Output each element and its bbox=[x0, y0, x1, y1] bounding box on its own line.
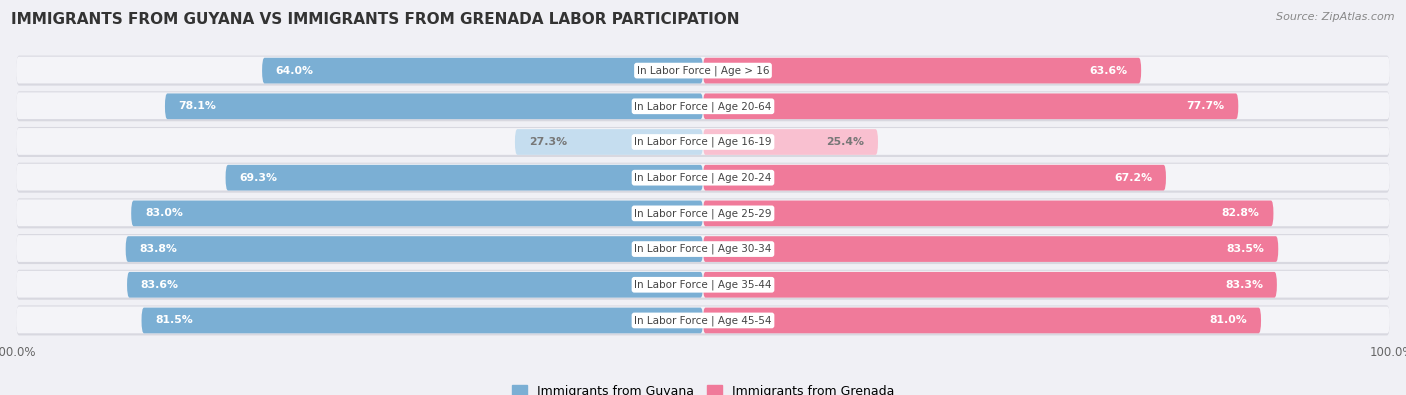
FancyBboxPatch shape bbox=[127, 272, 703, 297]
Text: 63.6%: 63.6% bbox=[1090, 66, 1128, 75]
Text: In Labor Force | Age 25-29: In Labor Force | Age 25-29 bbox=[634, 208, 772, 218]
Text: In Labor Force | Age 45-54: In Labor Force | Age 45-54 bbox=[634, 315, 772, 326]
FancyBboxPatch shape bbox=[15, 305, 1391, 335]
FancyBboxPatch shape bbox=[15, 307, 1391, 333]
FancyBboxPatch shape bbox=[225, 165, 703, 190]
Text: 78.1%: 78.1% bbox=[179, 101, 217, 111]
Text: In Labor Force | Age > 16: In Labor Force | Age > 16 bbox=[637, 65, 769, 76]
FancyBboxPatch shape bbox=[15, 235, 1391, 262]
FancyBboxPatch shape bbox=[15, 164, 1391, 190]
Legend: Immigrants from Guyana, Immigrants from Grenada: Immigrants from Guyana, Immigrants from … bbox=[508, 380, 898, 395]
FancyBboxPatch shape bbox=[15, 128, 1391, 155]
FancyBboxPatch shape bbox=[15, 92, 1391, 119]
Text: 69.3%: 69.3% bbox=[239, 173, 277, 182]
FancyBboxPatch shape bbox=[703, 201, 1274, 226]
Text: In Labor Force | Age 20-64: In Labor Force | Age 20-64 bbox=[634, 101, 772, 111]
Text: 83.3%: 83.3% bbox=[1225, 280, 1263, 290]
Text: 83.0%: 83.0% bbox=[145, 209, 183, 218]
FancyBboxPatch shape bbox=[703, 94, 1239, 119]
FancyBboxPatch shape bbox=[262, 58, 703, 83]
Text: Source: ZipAtlas.com: Source: ZipAtlas.com bbox=[1277, 12, 1395, 22]
Text: 67.2%: 67.2% bbox=[1114, 173, 1152, 182]
FancyBboxPatch shape bbox=[703, 272, 1277, 297]
Text: 64.0%: 64.0% bbox=[276, 66, 314, 75]
FancyBboxPatch shape bbox=[703, 165, 1166, 190]
Text: 77.7%: 77.7% bbox=[1187, 101, 1225, 111]
FancyBboxPatch shape bbox=[15, 127, 1391, 157]
Text: 82.8%: 82.8% bbox=[1222, 209, 1260, 218]
FancyBboxPatch shape bbox=[15, 270, 1391, 300]
FancyBboxPatch shape bbox=[15, 91, 1391, 121]
FancyBboxPatch shape bbox=[15, 199, 1391, 226]
FancyBboxPatch shape bbox=[15, 198, 1391, 228]
Text: 81.5%: 81.5% bbox=[155, 316, 193, 325]
FancyBboxPatch shape bbox=[15, 271, 1391, 297]
Text: IMMIGRANTS FROM GUYANA VS IMMIGRANTS FROM GRENADA LABOR PARTICIPATION: IMMIGRANTS FROM GUYANA VS IMMIGRANTS FRO… bbox=[11, 12, 740, 27]
Text: In Labor Force | Age 30-34: In Labor Force | Age 30-34 bbox=[634, 244, 772, 254]
FancyBboxPatch shape bbox=[142, 308, 703, 333]
FancyBboxPatch shape bbox=[703, 308, 1261, 333]
Text: In Labor Force | Age 35-44: In Labor Force | Age 35-44 bbox=[634, 280, 772, 290]
FancyBboxPatch shape bbox=[15, 56, 1391, 83]
FancyBboxPatch shape bbox=[15, 163, 1391, 193]
Text: 27.3%: 27.3% bbox=[529, 137, 567, 147]
Text: 25.4%: 25.4% bbox=[827, 137, 865, 147]
FancyBboxPatch shape bbox=[165, 94, 703, 119]
FancyBboxPatch shape bbox=[15, 56, 1391, 86]
FancyBboxPatch shape bbox=[703, 58, 1142, 83]
Text: In Labor Force | Age 20-24: In Labor Force | Age 20-24 bbox=[634, 173, 772, 183]
Text: 81.0%: 81.0% bbox=[1209, 316, 1247, 325]
Text: In Labor Force | Age 16-19: In Labor Force | Age 16-19 bbox=[634, 137, 772, 147]
FancyBboxPatch shape bbox=[703, 129, 877, 155]
Text: 83.8%: 83.8% bbox=[139, 244, 177, 254]
Text: 83.6%: 83.6% bbox=[141, 280, 179, 290]
FancyBboxPatch shape bbox=[125, 236, 703, 262]
FancyBboxPatch shape bbox=[703, 236, 1278, 262]
FancyBboxPatch shape bbox=[131, 201, 703, 226]
FancyBboxPatch shape bbox=[515, 129, 703, 155]
FancyBboxPatch shape bbox=[15, 234, 1391, 264]
Text: 83.5%: 83.5% bbox=[1226, 244, 1264, 254]
